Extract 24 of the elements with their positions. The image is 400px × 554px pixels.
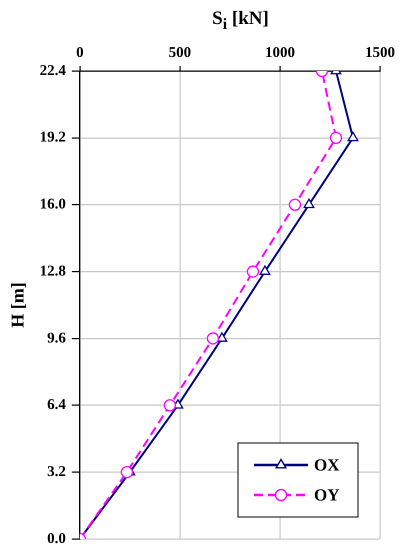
- x-tick-label: 500: [168, 44, 192, 61]
- y-tick-label: 19.2: [40, 130, 66, 146]
- y-tick-label: 9.6: [47, 330, 66, 346]
- point: [304, 198, 314, 208]
- y-tick-label: 6.4: [47, 397, 66, 414]
- point: [164, 399, 176, 412]
- y-tick-label: 16.0: [40, 196, 66, 213]
- legend-label: OY: [314, 485, 340, 504]
- point: [216, 332, 228, 342]
- y-tick-label: 22.4: [40, 62, 66, 79]
- y-axis-title: H [m]: [7, 282, 28, 328]
- point: [330, 132, 342, 144]
- point: [288, 198, 302, 211]
- x-axis-title: S$_{i}$ [kN]: [211, 8, 270, 34]
- point: [260, 265, 270, 275]
- point: [206, 332, 220, 345]
- y-tick-label: 12.8: [40, 263, 66, 280]
- y-tick-label: 3.2: [47, 464, 66, 480]
- x-tick-label: 1000: [264, 44, 295, 61]
- x-tick-label: 1500: [365, 44, 395, 61]
- point: [246, 265, 260, 278]
- legend-label: OX: [314, 455, 340, 474]
- x-tick-label: 0: [76, 44, 84, 61]
- y-tick-label: 0.0: [47, 530, 66, 547]
